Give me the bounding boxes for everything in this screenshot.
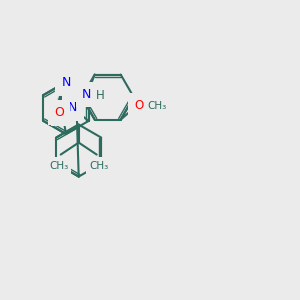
Text: N: N — [68, 101, 77, 114]
Text: N: N — [61, 76, 71, 88]
Text: H: H — [96, 89, 104, 102]
Text: CH₃: CH₃ — [148, 100, 167, 111]
Text: O: O — [54, 106, 64, 119]
Text: O: O — [134, 99, 143, 112]
Text: O: O — [58, 107, 68, 120]
Text: CH₃: CH₃ — [49, 160, 68, 171]
Text: CH₃: CH₃ — [89, 160, 108, 171]
Text: N: N — [82, 88, 92, 101]
